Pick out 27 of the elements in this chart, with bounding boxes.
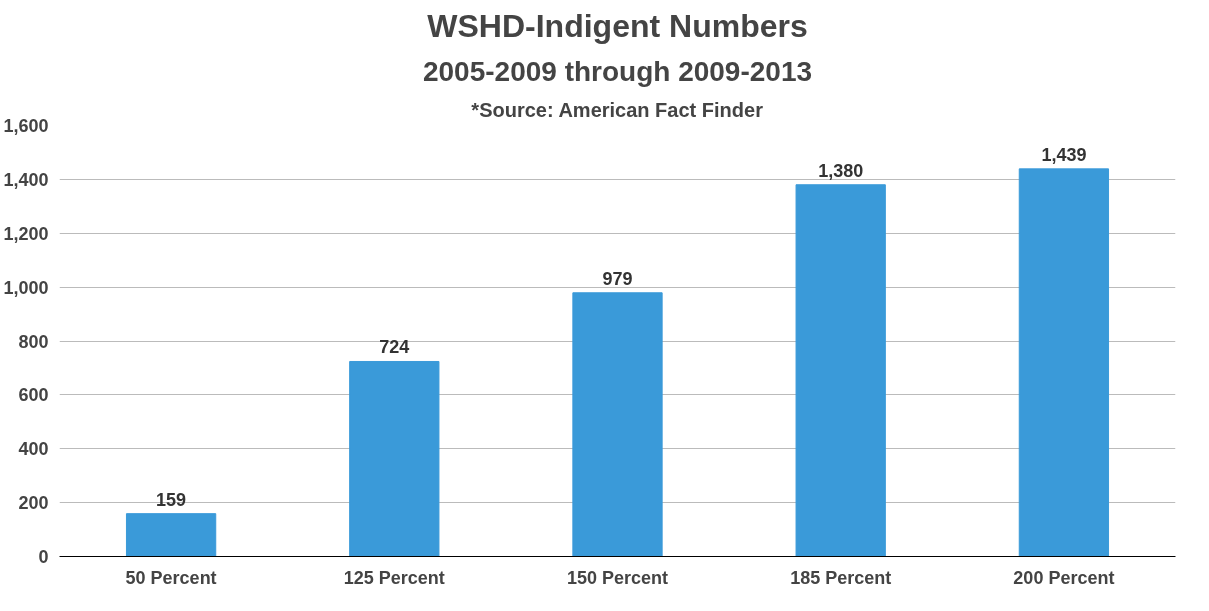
x-tick-label: 150 Percent [566, 567, 669, 588]
data-label: 724 [379, 337, 410, 358]
x-tick-label: 50 Percent [125, 567, 217, 588]
bar [349, 360, 440, 557]
chart-subtitle: 2005-2009 through 2009-2013 [422, 55, 813, 87]
x-tick-label: 200 Percent [1013, 567, 1115, 588]
x-tick-label: 185 Percent [790, 567, 892, 588]
y-tick-label: 1,400 [3, 169, 49, 190]
bar [1018, 168, 1110, 557]
bar [572, 292, 663, 557]
data-label: 979 [602, 268, 633, 289]
y-tick-label: 400 [18, 439, 49, 460]
y-tick-label: 1,600 [3, 116, 49, 136]
data-label: 1,380 [818, 160, 864, 181]
data-label: 159 [156, 489, 187, 510]
x-tick-label: 125 Percent [343, 567, 445, 588]
bar [795, 184, 886, 557]
y-tick-label: 1,200 [3, 223, 49, 244]
data-label: 1,439 [1041, 144, 1087, 165]
chart-title: WSHD-Indigent Numbers [427, 7, 808, 44]
y-tick-label: 1,000 [3, 277, 49, 298]
bar [125, 513, 217, 557]
y-tick-label: 200 [18, 493, 49, 514]
y-tick-label: 800 [18, 331, 49, 352]
y-tick-label: 0 [38, 547, 49, 567]
y-tick-label: 600 [18, 385, 49, 406]
text: *Source: American Fact Finder [471, 98, 764, 121]
